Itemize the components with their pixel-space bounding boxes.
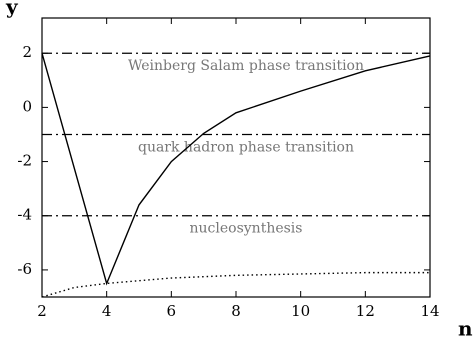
x-tick-label: 8 xyxy=(231,302,241,320)
ref-label: nucleosynthesis xyxy=(190,221,303,237)
ref-label: quark hadron phase transition xyxy=(138,139,354,155)
x-tick-label: 6 xyxy=(167,302,177,320)
line xyxy=(41,53,431,286)
y-tick-label: -6 xyxy=(17,260,32,278)
y-tick-label: -4 xyxy=(17,206,32,224)
x-axis-label: n xyxy=(458,317,473,341)
y-tick-label: 0 xyxy=(22,97,32,115)
x-tick-label: 12 xyxy=(356,302,375,320)
x-tick-label: 14 xyxy=(420,302,439,320)
x-tick-label: 2 xyxy=(37,302,47,320)
y-axis-label: y xyxy=(5,0,19,19)
y-tick-label: -2 xyxy=(17,152,32,170)
y-tick-label: 2 xyxy=(22,43,32,61)
x-tick-label: 4 xyxy=(102,302,112,320)
ref-label: Weinberg Salam phase transition xyxy=(128,58,364,74)
x-tick-label: 10 xyxy=(291,302,310,320)
